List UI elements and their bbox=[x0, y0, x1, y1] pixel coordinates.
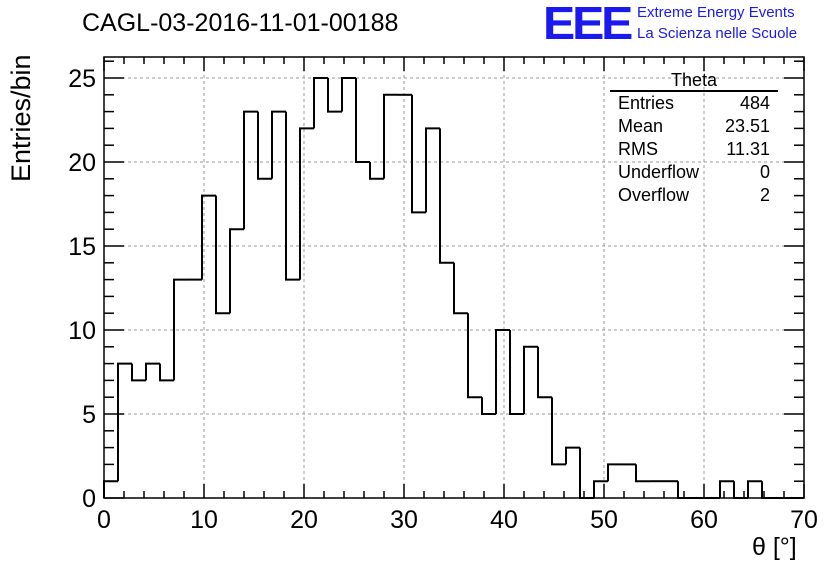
histogram-bin bbox=[229, 228, 244, 314]
histogram-bin bbox=[145, 362, 160, 381]
histogram-bin bbox=[369, 162, 384, 180]
histogram-bin bbox=[719, 480, 734, 498]
x-tick-label: 70 bbox=[790, 506, 818, 534]
histogram-bin bbox=[593, 480, 608, 498]
histogram-bin bbox=[733, 481, 748, 499]
histogram-bin bbox=[257, 111, 272, 180]
axis-ticks bbox=[103, 57, 805, 499]
stats-row-overflow: Overflow 2 bbox=[610, 184, 778, 207]
x-tick-label: 60 bbox=[690, 506, 718, 534]
histogram-bin bbox=[243, 110, 258, 230]
plot-frame bbox=[103, 56, 805, 499]
histogram-bin bbox=[453, 262, 468, 315]
stats-label: Overflow bbox=[618, 185, 690, 205]
histogram-bin bbox=[537, 346, 552, 399]
stats-box: Theta Entries 484 Mean 23.51 RMS 11.31 U… bbox=[610, 70, 778, 207]
stats-label: Entries bbox=[618, 93, 675, 113]
y-tick-label: 15 bbox=[68, 233, 96, 261]
histogram-bin bbox=[299, 127, 314, 280]
stats-row-rms: RMS 11.31 bbox=[610, 138, 778, 161]
stats-row-underflow: Underflow 0 bbox=[610, 161, 778, 184]
histogram-bin bbox=[173, 278, 188, 381]
stats-row-mean: Mean 23.51 bbox=[610, 115, 778, 138]
stats-value: 11.31 bbox=[726, 139, 770, 159]
histogram-bin bbox=[551, 397, 566, 466]
grid-lines bbox=[104, 57, 804, 498]
histogram-bin bbox=[341, 77, 356, 112]
x-tick-label: 50 bbox=[590, 506, 618, 534]
histogram-bin bbox=[481, 397, 496, 415]
y-tick-label: 20 bbox=[68, 149, 96, 177]
histogram-bin bbox=[523, 345, 538, 414]
histogram-bin bbox=[439, 128, 454, 264]
stats-label: Mean bbox=[618, 116, 664, 136]
brand-line-2: La Scienza nelle Scuole bbox=[637, 25, 798, 42]
histogram-bin bbox=[747, 480, 762, 498]
histogram-bin bbox=[201, 194, 216, 280]
x-tick-label: 0 bbox=[97, 506, 111, 534]
histogram-bin bbox=[635, 464, 650, 483]
histogram-bin bbox=[383, 93, 398, 179]
histogram-bin bbox=[159, 363, 174, 382]
y-tick-label: 10 bbox=[68, 317, 96, 345]
stats-name: Theta bbox=[610, 70, 778, 92]
histogram-bin bbox=[607, 463, 622, 482]
histogram-bin bbox=[467, 313, 482, 399]
chart-title: CAGL-03-2016-11-01-00188 bbox=[82, 9, 399, 37]
histogram-bin bbox=[425, 127, 440, 213]
stats-label: RMS bbox=[618, 139, 658, 159]
histogram-bin bbox=[355, 78, 370, 163]
histogram-bin bbox=[285, 111, 300, 281]
histogram-bin bbox=[327, 78, 342, 113]
histogram-bin bbox=[509, 330, 524, 415]
y-tick-label: 5 bbox=[82, 401, 96, 429]
x-tick-label: 30 bbox=[390, 506, 418, 534]
stats-value: 2 bbox=[759, 185, 770, 205]
histogram-bin bbox=[579, 447, 594, 499]
histogram-bin bbox=[565, 446, 580, 465]
y-axis-label: Entries/bin bbox=[6, 54, 36, 182]
histogram-bin bbox=[411, 94, 426, 214]
stats-row-entries: Entries 484 bbox=[610, 92, 778, 115]
stats-value: 23.51 bbox=[724, 116, 770, 136]
stats-value: 0 bbox=[759, 162, 770, 182]
y-tick-label: 25 bbox=[68, 65, 96, 93]
histogram-bin bbox=[677, 481, 692, 499]
eee-logo: EEE bbox=[543, 0, 633, 49]
histogram-bin bbox=[117, 362, 132, 482]
x-tick-label: 10 bbox=[190, 506, 218, 534]
histogram-bin bbox=[103, 480, 118, 498]
histogram-bin bbox=[495, 329, 510, 414]
brand-line-1: Extreme Energy Events bbox=[637, 4, 795, 21]
histogram-bin bbox=[271, 110, 286, 179]
histogram-bin bbox=[313, 77, 328, 129]
x-tick-label: 20 bbox=[290, 506, 318, 534]
histogram-bin bbox=[215, 195, 230, 315]
x-axis-label: θ [°] bbox=[752, 533, 797, 561]
y-tick-label: 0 bbox=[82, 485, 96, 513]
histogram-bin bbox=[131, 363, 146, 382]
stats-label: Underflow bbox=[618, 162, 700, 182]
stats-value: 484 bbox=[739, 93, 770, 113]
x-tick-label: 40 bbox=[490, 506, 518, 534]
